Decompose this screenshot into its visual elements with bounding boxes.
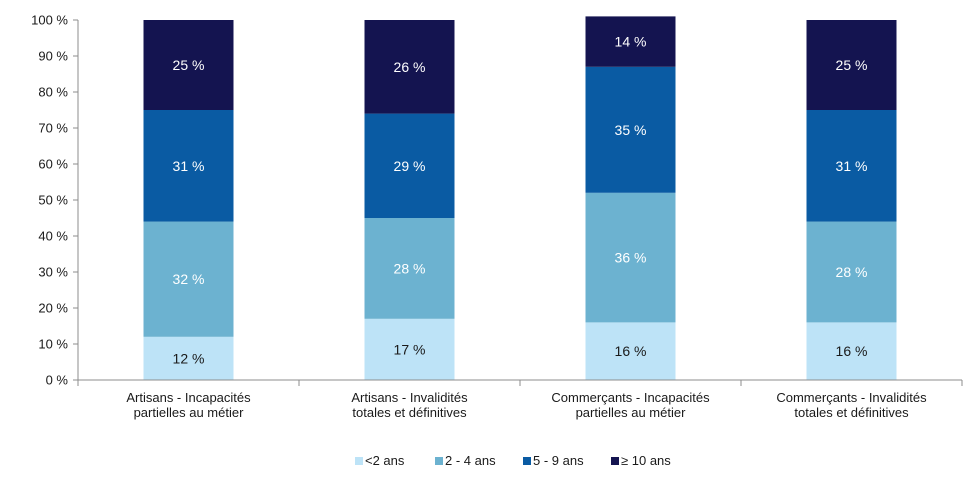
y-tick-label: 30 % [38, 265, 68, 280]
data-label: 29 % [394, 158, 426, 174]
data-label: 28 % [394, 260, 426, 276]
legend-label: <2 ans [365, 453, 405, 468]
bar-segment [364, 20, 455, 114]
y-tick-label: 60 % [38, 157, 68, 172]
bar-segment [806, 221, 897, 323]
data-label: 16 % [836, 343, 868, 359]
bar-segment [585, 66, 676, 193]
data-label: 17 % [394, 341, 426, 357]
data-label: 25 % [173, 57, 205, 73]
y-tick-label: 50 % [38, 193, 68, 208]
legend-swatch [611, 457, 619, 465]
x-category-label: Artisans - Invalidités [351, 390, 468, 405]
x-category-label: Artisans - Incapacités [126, 390, 251, 405]
y-tick-label: 40 % [38, 229, 68, 244]
data-label: 31 % [836, 158, 868, 174]
y-tick-label: 90 % [38, 49, 68, 64]
y-tick-label: 70 % [38, 121, 68, 136]
data-label: 26 % [394, 59, 426, 75]
data-label: 25 % [836, 57, 868, 73]
data-label: 36 % [615, 250, 647, 266]
y-tick-label: 0 % [46, 373, 69, 388]
data-label: 32 % [173, 271, 205, 287]
data-label: 16 % [615, 343, 647, 359]
x-category-label: Commerçants - Invalidités [776, 390, 927, 405]
data-label: 14 % [615, 34, 647, 50]
data-label: 12 % [173, 350, 205, 366]
y-tick-label: 100 % [31, 13, 68, 28]
x-category-label: Commerçants - Incapacités [551, 390, 710, 405]
legend-swatch [355, 457, 363, 465]
bar-segment [143, 110, 234, 222]
bar-segment [364, 218, 455, 319]
legend-label: ≥ 10 ans [621, 453, 671, 468]
bar-segment [585, 322, 676, 380]
legend-swatch [435, 457, 443, 465]
legend-label: 5 - 9 ans [533, 453, 584, 468]
data-label: 31 % [173, 158, 205, 174]
legend-label: 2 - 4 ans [445, 453, 496, 468]
bar-segment [585, 16, 676, 67]
x-category-label: totales et définitives [794, 405, 909, 420]
bar-segment [364, 113, 455, 218]
bar-segment [585, 192, 676, 323]
bar-segment [806, 322, 897, 380]
data-label: 35 % [615, 122, 647, 138]
bar-segment [364, 318, 455, 380]
bar-segment [806, 20, 897, 110]
legend: <2 ans 2 - 4 ans 5 - 9 ans ≥ 10 ans [355, 453, 671, 468]
bar-segment [806, 110, 897, 222]
bar-segment [143, 20, 234, 110]
bar-segment [143, 336, 234, 380]
bars: 12 % 32 % 31 % 25 % 17 % 28 % 29 % 26 % 16 % 36 %… [143, 16, 897, 380]
x-category-label: totales et définitives [352, 405, 467, 420]
x-category-label: partielles au métier [134, 405, 244, 420]
y-axis: 0 % 10 % 20 % 30 % 40 % 50 % 60 % 70 % 80 % 90 % 1… [31, 13, 79, 388]
x-category-label: partielles au métier [576, 405, 686, 420]
legend-swatch [523, 457, 531, 465]
bar-segment [143, 221, 234, 337]
data-label: 28 % [836, 264, 868, 280]
y-tick-label: 10 % [38, 337, 68, 352]
y-tick-label: 20 % [38, 301, 68, 316]
y-tick-label: 80 % [38, 85, 68, 100]
